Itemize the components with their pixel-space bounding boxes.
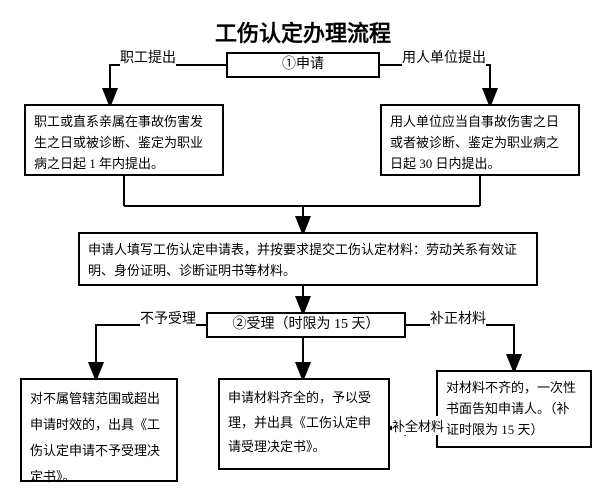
node-accept: ②受理（时限为 15 天） bbox=[206, 312, 406, 338]
node-apply: ①申请 bbox=[226, 52, 380, 78]
node-worker: 职工或直系亲属在事故伤害发生之日或被诊断、鉴定为职业病之日起 1 年内提出。 bbox=[24, 104, 224, 176]
node-ok: 申请材料齐全的，予以受理，并出具《工伤认定申请受理决定书》。 bbox=[218, 378, 390, 470]
page-title: 工伤认定办理流程 bbox=[0, 16, 606, 48]
label-not-accept: 不予受理 bbox=[140, 308, 196, 328]
node-materials: 申请人填写工伤认定申请表，并按要求提交工伤认定材料：劳动关系有效证明、身份证明、… bbox=[78, 232, 538, 286]
label-supplement2: 补全材料 bbox=[392, 416, 444, 435]
label-right-branch: 用人单位提出 bbox=[402, 47, 486, 67]
node-reject: 对不属管辖范围或超出申请时效的，出具《工伤认定申请不予受理决定书》。 bbox=[20, 378, 178, 482]
node-employer: 用人单位应当自事故伤害之日或者被诊断、鉴定为职业病之日起 30 日内提出。 bbox=[380, 104, 580, 176]
label-left-branch: 职工提出 bbox=[120, 47, 176, 67]
node-incomplete: 对材料不齐的，一次性书面告知申请人。（补证时限为 15 天） bbox=[436, 370, 592, 448]
label-supplement: 补正材料 bbox=[430, 308, 486, 328]
